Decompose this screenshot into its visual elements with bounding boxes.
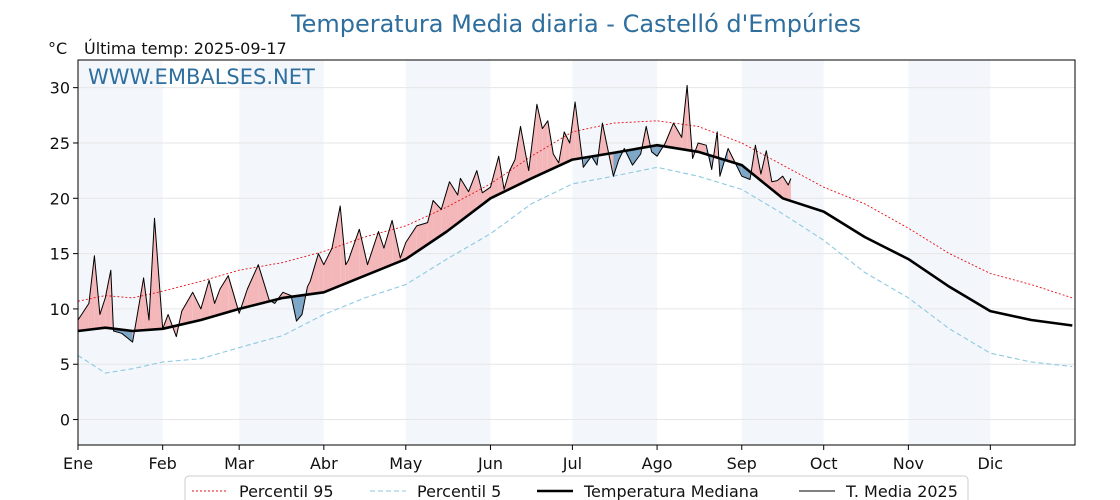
anomaly-fill-segment bbox=[209, 280, 215, 318]
anomaly-fill-segment bbox=[433, 200, 442, 241]
anomaly-fill-segment bbox=[547, 120, 554, 171]
month-band-may bbox=[405, 60, 491, 445]
month-bands bbox=[78, 60, 991, 445]
anomaly-fill-segment bbox=[296, 295, 302, 322]
x-tick-label-sep: Sep bbox=[727, 454, 757, 473]
y-tick-label-15: 15 bbox=[50, 245, 70, 264]
watermark: WWW.EMBALSES.NET bbox=[88, 65, 315, 89]
anomaly-fill-segment bbox=[569, 102, 576, 161]
y-tick-label-0: 0 bbox=[60, 411, 70, 430]
y-axis: 0 5 10 15 20 25 30 bbox=[50, 79, 78, 430]
anomaly-fill-segment bbox=[760, 150, 767, 186]
series-line-t2025 bbox=[77, 84, 792, 343]
x-tick-label-mar: Mar bbox=[224, 454, 255, 473]
x-tick-label-nov: Nov bbox=[893, 454, 924, 473]
anomaly-fill-segment bbox=[515, 126, 521, 187]
month-band-sep bbox=[741, 60, 824, 445]
series-line-p5 bbox=[77, 166, 1073, 374]
last-temp-label: Última temp: 2025-09-17 bbox=[84, 39, 287, 58]
anomaly-fill-segment bbox=[220, 275, 229, 315]
anomaly-fill-segment bbox=[181, 292, 193, 325]
anomaly-fill-segment bbox=[741, 165, 750, 180]
anomaly-fill-segment bbox=[378, 231, 384, 271]
anomaly-fill-segment bbox=[427, 200, 434, 245]
anomaly-fill-segment bbox=[490, 156, 499, 199]
legend-label-p5: Percentil 5 bbox=[417, 482, 501, 500]
month-band-jul bbox=[572, 60, 658, 445]
y-tick-label-25: 25 bbox=[50, 134, 70, 153]
x-tick-label-may: May bbox=[389, 454, 422, 473]
anomaly-fill-segment bbox=[564, 131, 570, 164]
anomaly-fill-segment bbox=[771, 180, 778, 194]
plot-frame bbox=[77, 59, 1076, 446]
anomaly-fill-segment bbox=[99, 297, 106, 329]
legend-label-p95: Percentil 95 bbox=[239, 482, 334, 500]
x-axis: Ene Feb Mar Abr May Jun Jul Ago Sep Oct Nov Dic bbox=[63, 445, 1003, 473]
anomaly-fill-segment bbox=[553, 154, 559, 169]
month-band-ene bbox=[78, 60, 163, 445]
x-tick-label-abr: Abr bbox=[310, 454, 338, 473]
legend-label-t2025: T. Media 2025 bbox=[845, 482, 958, 500]
x-tick-label-jun: Jun bbox=[477, 454, 503, 473]
anomaly-fill-segment bbox=[307, 281, 311, 295]
anomaly-fill-segment bbox=[200, 280, 210, 320]
anomaly-fill-segment bbox=[359, 229, 368, 278]
y-tick-label-20: 20 bbox=[50, 189, 70, 208]
anomaly-fill-segment bbox=[468, 170, 477, 215]
anomaly-fill-segment bbox=[673, 123, 682, 150]
anomaly-fill-segment bbox=[105, 270, 111, 329]
anomaly-fill-segment bbox=[121, 329, 133, 343]
legend-label-median: Temperatura Mediana bbox=[583, 482, 759, 500]
x-tick-label-dic: Dic bbox=[978, 454, 1004, 473]
anomaly-fill-segment bbox=[613, 151, 619, 177]
month-band-nov bbox=[908, 60, 991, 445]
anomaly-fill-segment bbox=[247, 264, 259, 307]
y-tick-label-10: 10 bbox=[50, 300, 70, 319]
anomaly-fill-segment bbox=[777, 176, 783, 199]
anomaly-fill-segment bbox=[192, 292, 201, 322]
anomaly-fill-segment bbox=[310, 253, 319, 295]
anomaly-fill-segment bbox=[348, 229, 360, 283]
anomaly-fill-segment bbox=[542, 120, 548, 174]
legend: Percentil 95 Percentil 5 Temperatura Media… bbox=[184, 475, 969, 500]
series-lines bbox=[77, 84, 1073, 374]
y-tick-label-5: 5 bbox=[60, 355, 70, 374]
anomaly-fill-segment bbox=[78, 303, 89, 332]
series-line-median bbox=[77, 143, 1073, 333]
anomaly-fill-segment bbox=[632, 148, 641, 166]
x-tick-label-ago: Ago bbox=[642, 454, 673, 473]
anomaly-fill-segment bbox=[651, 145, 658, 157]
anomaly-fill-segment bbox=[782, 176, 789, 201]
x-tick-label-feb: Feb bbox=[149, 454, 177, 473]
anomaly-fill-segment bbox=[318, 253, 324, 294]
y-tick-label-30: 30 bbox=[50, 79, 70, 98]
anomaly-fill-segment bbox=[441, 181, 450, 236]
anomaly-fill-segment bbox=[214, 289, 221, 317]
x-tick-label-jul: Jul bbox=[562, 454, 582, 473]
anomaly-fill-segment bbox=[449, 181, 458, 230]
anomaly-fill-segment bbox=[323, 248, 333, 293]
month-band-mar bbox=[239, 60, 324, 445]
anomaly-fill-segment bbox=[88, 255, 95, 330]
anomaly-fill-segment bbox=[367, 231, 379, 275]
unit-label: °C bbox=[48, 39, 67, 58]
legend-box bbox=[184, 475, 969, 500]
anomaly-fill-segment bbox=[536, 104, 543, 176]
anomaly-fill-segment bbox=[383, 220, 393, 268]
anomaly-fill-segment bbox=[416, 222, 428, 252]
chart-title: Temperatura Media diaria - Castelló d'Em… bbox=[290, 10, 861, 38]
anomaly-fill-segment bbox=[405, 225, 417, 260]
x-tick-label-oct: Oct bbox=[810, 454, 838, 473]
anomaly-fill-segment bbox=[345, 260, 349, 284]
anomaly-fill-segment bbox=[520, 126, 529, 184]
anomaly-fill-segment bbox=[509, 159, 516, 189]
x-tick-label-ene: Ene bbox=[63, 454, 93, 473]
